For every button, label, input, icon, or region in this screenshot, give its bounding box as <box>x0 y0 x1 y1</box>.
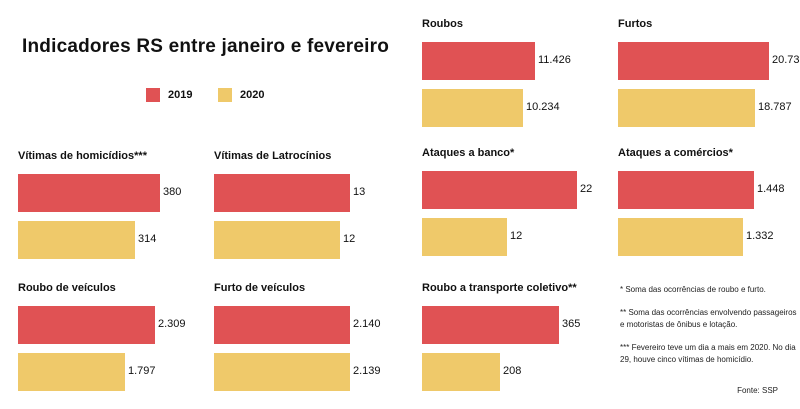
legend-swatch-2020 <box>218 88 232 102</box>
bar-value-label: 10.234 <box>526 101 560 113</box>
chart-panel: Vítimas de Latrocínios 13 12 <box>214 150 395 265</box>
bar-value-label: 13 <box>353 186 366 198</box>
bar-value-label: 11.426 <box>538 54 571 66</box>
chart-panel: Vítimas de homicídios*** 380 314 <box>18 150 205 265</box>
bar-value-label: 18.787 <box>758 101 792 113</box>
bar-2020 <box>18 353 125 391</box>
legend-label-2020: 2020 <box>240 89 265 101</box>
source-credit: Fonte: SSP <box>737 386 778 395</box>
legend: 2019 2020 <box>0 88 400 108</box>
bar-2019 <box>18 174 160 212</box>
bar-2019 <box>422 171 577 209</box>
bar-2019 <box>422 42 535 80</box>
bar-value-label: 20.733 <box>772 54 800 66</box>
panel-title: Ataques a banco* <box>422 147 515 159</box>
panel-title: Furtos <box>618 18 653 30</box>
chart-panel: Ataques a banco* 22 12 <box>422 147 622 262</box>
panel-title: Furto de veículos <box>214 282 306 294</box>
bar-2019 <box>18 306 155 344</box>
legend-label-2019: 2019 <box>168 89 193 101</box>
bar-2020 <box>618 89 755 127</box>
chart-panel: Ataques a comércios* 1.448 1.332 <box>618 147 799 262</box>
bar-2019 <box>214 174 350 212</box>
chart-panel: Roubo a transporte coletivo** 365 208 <box>422 282 604 397</box>
bar-2019 <box>422 306 559 344</box>
bar-value-label: 2.139 <box>353 365 381 377</box>
bar-value-label: 2.140 <box>353 318 381 330</box>
panel-title: Roubos <box>422 18 463 30</box>
panel-title: Vítimas de homicídios*** <box>18 150 147 162</box>
footnotes: * Soma das ocorrências de roubo e furto.… <box>620 284 798 377</box>
bar-value-label: 1.332 <box>746 230 774 242</box>
legend-swatch-2019 <box>146 88 160 102</box>
bar-2019 <box>618 171 754 209</box>
bar-value-label: 365 <box>562 318 581 330</box>
panel-title: Ataques a comércios* <box>618 147 733 159</box>
bar-value-label: 314 <box>138 233 157 245</box>
bar-2020 <box>214 221 340 259</box>
footnote-2: ** Soma das ocorrências envolvendo passa… <box>620 308 797 329</box>
chart-title: Indicadores RS entre janeiro e fevereiro <box>22 36 390 57</box>
bar-2020 <box>422 89 523 127</box>
bar-value-label: 208 <box>503 365 522 377</box>
legend-item-2019: 2019 <box>146 88 192 102</box>
bar-2020 <box>422 353 500 391</box>
chart-panel: Roubo de veículos 2.309 1.797 <box>18 282 200 397</box>
bar-value-label: 1.797 <box>128 365 156 377</box>
footnote-3: *** Fevereiro teve um dia a mais em 2020… <box>620 343 796 364</box>
bar-2020 <box>214 353 350 391</box>
chart-panel: Furto de veículos 2.140 2.139 <box>214 282 395 397</box>
panel-title: Vítimas de Latrocínios <box>214 150 332 162</box>
footnote-1: * Soma das ocorrências de roubo e furto. <box>620 285 766 294</box>
bar-2020 <box>18 221 135 259</box>
bar-value-label: 2.309 <box>158 318 186 330</box>
bar-2020 <box>422 218 507 256</box>
bar-2019 <box>214 306 350 344</box>
bar-value-label: 22 <box>580 183 593 195</box>
bar-value-label: 12 <box>510 230 523 242</box>
chart-panel: Roubos 11.426 10.234 <box>422 18 580 133</box>
bar-value-label: 12 <box>343 233 356 245</box>
bar-2019 <box>618 42 769 80</box>
bar-2020 <box>618 218 743 256</box>
legend-item-2020: 2020 <box>218 88 264 102</box>
bar-value-label: 380 <box>163 186 182 198</box>
chart-panel: Furtos 20.733 18.787 <box>618 18 800 133</box>
panel-title: Roubo a transporte coletivo** <box>422 282 577 294</box>
bar-value-label: 1.448 <box>757 183 785 195</box>
panel-title: Roubo de veículos <box>18 282 116 294</box>
